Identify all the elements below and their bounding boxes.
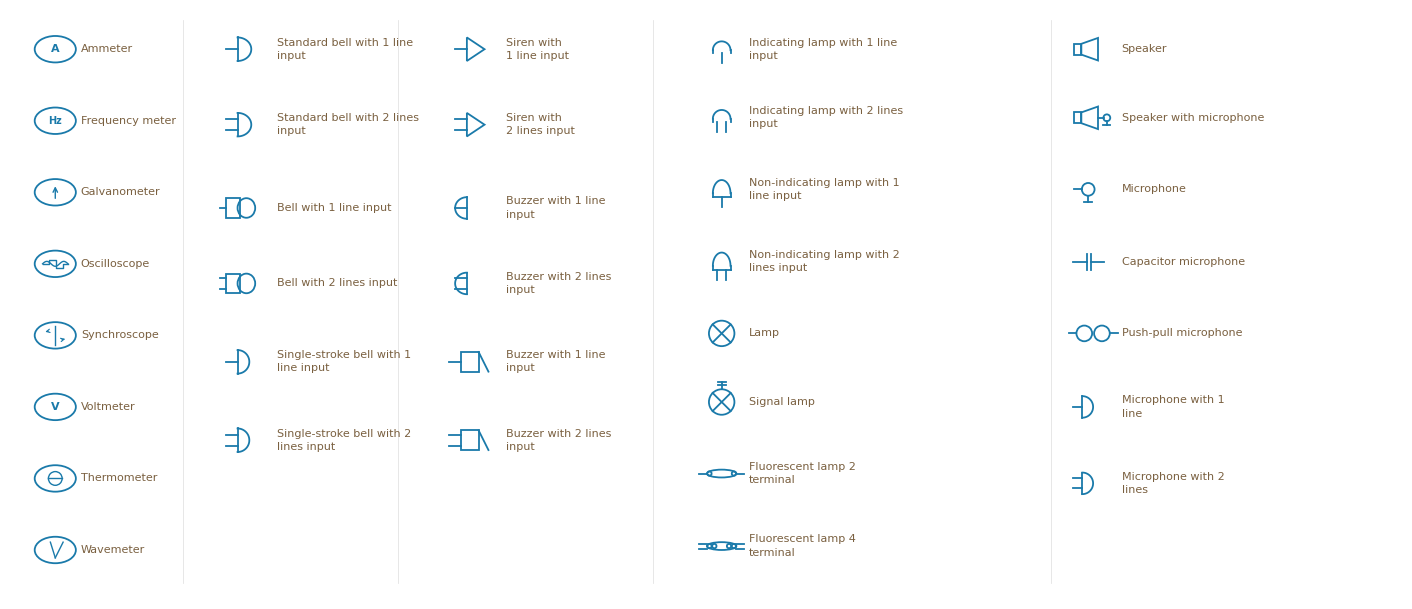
Text: Signal lamp: Signal lamp (750, 397, 815, 407)
Text: Capacitor microphone: Capacitor microphone (1121, 257, 1244, 267)
Text: Non-indicating lamp with 2
lines input: Non-indicating lamp with 2 lines input (750, 250, 899, 273)
Text: Indicating lamp with 1 line
input: Indicating lamp with 1 line input (750, 38, 898, 61)
Text: Standard bell with 2 lines
input: Standard bell with 2 lines input (277, 113, 419, 136)
Text: Standard bell with 1 line
input: Standard bell with 1 line input (277, 38, 412, 61)
Text: Frequency meter: Frequency meter (80, 116, 175, 125)
Text: Voltmeter: Voltmeter (80, 402, 136, 412)
Text: Speaker with microphone: Speaker with microphone (1121, 113, 1264, 123)
Text: Fluorescent lamp 4
terminal: Fluorescent lamp 4 terminal (750, 535, 856, 558)
Text: Buzzer with 1 line
input: Buzzer with 1 line input (505, 196, 606, 220)
Text: Buzzer with 2 lines
input: Buzzer with 2 lines input (505, 429, 611, 452)
Bar (1075, 44, 1082, 55)
Text: Microphone: Microphone (1121, 185, 1186, 194)
Text: Single-stroke bell with 1
line input: Single-stroke bell with 1 line input (277, 350, 411, 373)
Text: Synchroscope: Synchroscope (80, 330, 158, 340)
Text: Ammeter: Ammeter (80, 44, 133, 54)
Text: Microphone with 2
lines: Microphone with 2 lines (1121, 472, 1224, 495)
Text: Indicating lamp with 2 lines
input: Indicating lamp with 2 lines input (750, 106, 904, 129)
Bar (460, 431, 479, 450)
Text: Microphone with 1
line: Microphone with 1 line (1121, 395, 1224, 418)
Bar (460, 352, 479, 371)
Bar (1075, 113, 1082, 123)
Text: Buzzer with 2 lines
input: Buzzer with 2 lines input (505, 272, 611, 295)
Text: Buzzer with 1 line
input: Buzzer with 1 line input (505, 350, 606, 373)
Text: Single-stroke bell with 2
lines input: Single-stroke bell with 2 lines input (277, 429, 411, 452)
Text: A: A (51, 44, 59, 54)
Bar (226, 273, 240, 293)
Text: V: V (51, 402, 59, 412)
Text: Lamp: Lamp (750, 328, 779, 339)
Text: Hz: Hz (48, 116, 62, 125)
Text: Galvanometer: Galvanometer (80, 188, 161, 197)
Text: Siren with
2 lines input: Siren with 2 lines input (505, 113, 575, 136)
Bar (226, 198, 240, 218)
Text: Siren with
1 line input: Siren with 1 line input (505, 38, 569, 61)
Text: Oscilloscope: Oscilloscope (80, 259, 150, 269)
Text: Bell with 1 line input: Bell with 1 line input (277, 203, 391, 213)
Text: Fluorescent lamp 2
terminal: Fluorescent lamp 2 terminal (750, 462, 856, 485)
Text: Speaker: Speaker (1121, 44, 1168, 54)
Text: Thermometer: Thermometer (80, 473, 157, 484)
Text: Wavemeter: Wavemeter (80, 545, 145, 555)
Text: Non-indicating lamp with 1
line input: Non-indicating lamp with 1 line input (750, 178, 899, 201)
Text: Push-pull microphone: Push-pull microphone (1121, 328, 1243, 339)
Text: Bell with 2 lines input: Bell with 2 lines input (277, 278, 397, 289)
